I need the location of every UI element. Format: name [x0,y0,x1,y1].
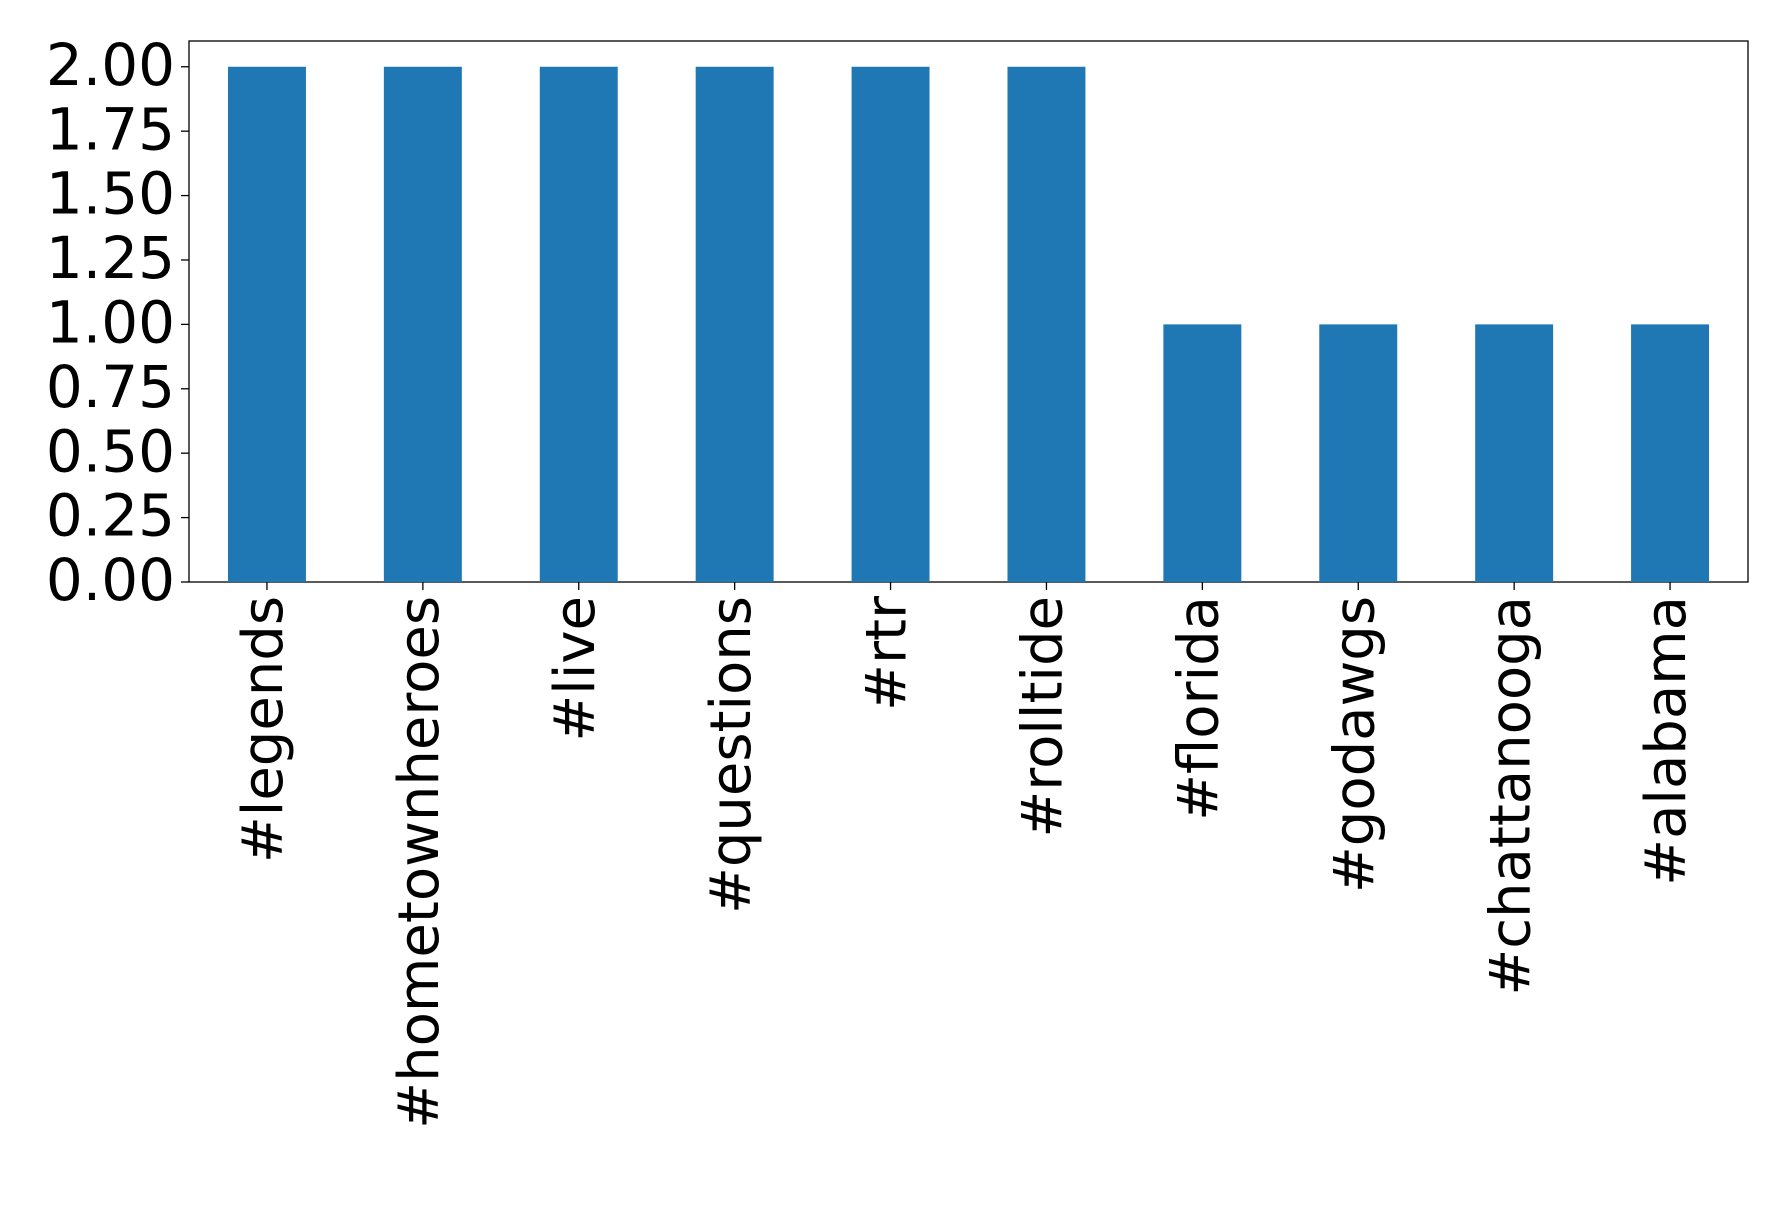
x-tick-label: #godawgs [1322,596,1387,893]
bar [383,66,462,582]
bar [539,66,618,582]
y-tick-label: 1.25 [46,224,175,292]
bar [1319,324,1398,582]
bar [1631,324,1710,582]
x-tick-label: #questions [699,596,764,914]
bar [851,66,930,582]
y-tick-label: 2.00 [46,31,175,99]
y-tick-label: 1.75 [46,95,175,163]
x-tick-label: #alabama [1634,596,1699,886]
y-tick-label: 0.50 [46,417,175,485]
x-tick-label: #legends [231,596,296,863]
x-tick-label: #rtr [855,595,920,711]
bar [1163,324,1242,582]
x-tick-label: #hometownheroes [387,596,452,1129]
y-tick-label: 0.75 [46,353,175,421]
plot-frame [188,40,1749,583]
x-tick-label: #florida [1166,596,1231,821]
x-tick-label: #chattanooga [1478,596,1543,996]
bar [1007,66,1086,582]
y-tick-label: 1.00 [46,288,175,356]
bar [227,66,306,582]
bar [695,66,774,582]
y-tick-label: 0.25 [46,482,175,550]
y-tick-label: 0.00 [46,546,175,614]
x-tick-label: #live [543,596,608,742]
bar [1475,324,1554,582]
y-tick-label: 1.50 [46,160,175,228]
x-tick-label: #rolltide [1011,596,1076,838]
